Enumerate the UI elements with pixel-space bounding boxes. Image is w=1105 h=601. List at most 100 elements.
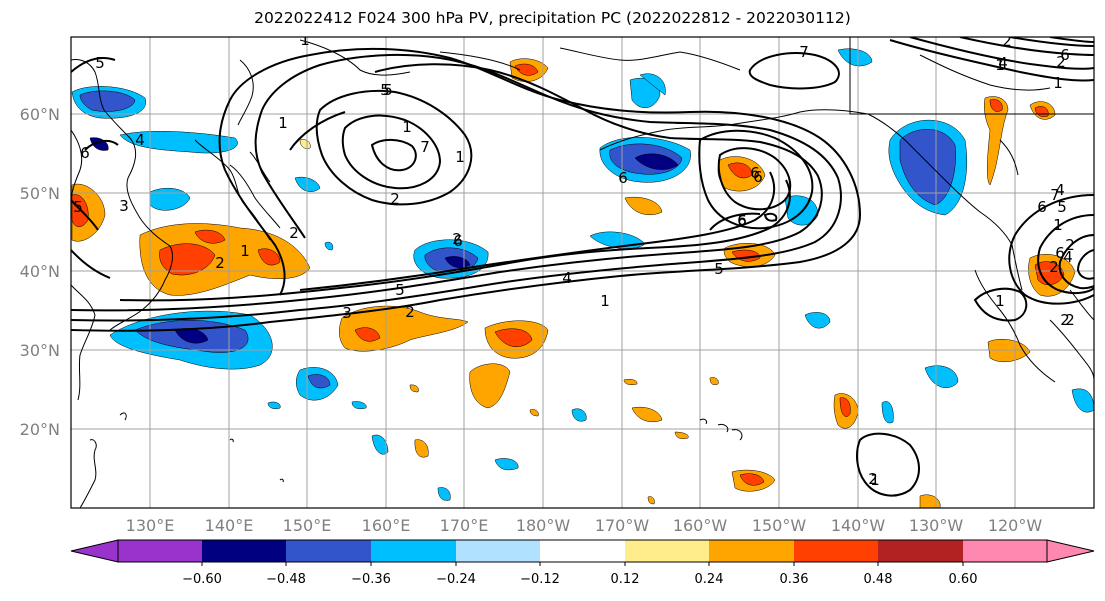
coastline <box>934 169 1013 246</box>
precip-region <box>257 248 281 266</box>
precipitation-fields <box>71 48 1094 508</box>
coastlines <box>71 37 1094 508</box>
pv-contour-label: 1 <box>995 292 1005 310</box>
pv-contour-label: 7 <box>1050 186 1060 204</box>
lon-tick-label: 120°W <box>988 516 1043 535</box>
colorbar-extend-max <box>1046 539 1095 563</box>
pv-contour-label: 6 <box>750 164 760 182</box>
lat-tick-label: 20°N <box>20 420 60 439</box>
pv-contour <box>289 111 346 151</box>
pv-contour-label: 6 <box>753 168 763 186</box>
colorbar-segment <box>456 540 540 562</box>
coastline <box>974 269 1056 383</box>
precip-region <box>647 496 655 505</box>
coastline <box>229 164 281 229</box>
pv-contour <box>748 52 840 90</box>
pv-contour-label: 4 <box>1063 248 1073 266</box>
pv-contour <box>1037 214 1094 295</box>
precip-region <box>514 63 539 76</box>
lon-tick-label: 130°W <box>909 516 964 535</box>
precip-region <box>989 99 1003 112</box>
pv-contour-label: 1 <box>995 56 1005 74</box>
coastline <box>79 439 97 508</box>
precip-region <box>631 406 663 423</box>
pv-contour-label: 1 <box>240 242 250 260</box>
colorbar-tick-label: 0.36 <box>780 572 809 587</box>
coastline <box>299 39 411 76</box>
pv-contour-label: 3 <box>342 304 352 322</box>
pv-contours <box>71 37 1094 497</box>
latitude-labels: 60°N 50°N 40°N 30°N 20°N <box>20 105 60 439</box>
pv-contour-label: 3 <box>119 197 129 215</box>
pv-contour-label: 6 <box>1055 244 1065 262</box>
lon-tick-label: 170°W <box>595 516 650 535</box>
pv-contour <box>856 432 920 497</box>
pv-contour-label: 1 <box>278 114 288 132</box>
precip-region <box>437 487 451 501</box>
pv-contour-label: 6 <box>618 169 628 187</box>
pv-contour <box>218 99 286 296</box>
precip-region <box>739 473 765 486</box>
pv-contour-label: 1 <box>402 118 412 136</box>
pv-contour-label: 4 <box>998 54 1008 72</box>
pv-contour <box>889 39 1094 82</box>
coastline <box>71 59 171 247</box>
pv-contour <box>71 47 862 332</box>
coastline <box>559 47 681 61</box>
precip-region <box>529 409 539 417</box>
lon-tick-label: 170°E <box>440 516 489 535</box>
lon-tick-label: 140°E <box>205 516 254 535</box>
colorbar-tick-label: 0.12 <box>611 572 640 587</box>
lat-tick-label: 30°N <box>20 341 60 360</box>
pv-contour-label: 4 <box>135 131 145 149</box>
colorbar-tick-labels: −0.60 −0.48 −0.36 −0.24 −0.12 0.12 0.24 0.36 0.4… <box>182 562 977 587</box>
colorbar-segment <box>709 540 794 562</box>
coastline <box>867 113 936 171</box>
colorbar-segment <box>794 540 878 562</box>
pv-contour-label: 6 <box>453 232 463 250</box>
pv-contour <box>84 139 119 151</box>
pv-contour-label: 7 <box>420 138 430 156</box>
precip-region <box>629 77 661 108</box>
pv-contour <box>370 138 417 172</box>
pv-contour-label: 2 <box>1065 236 1075 254</box>
precip-region <box>149 187 191 211</box>
precip-region <box>881 401 894 424</box>
coastline <box>119 412 127 421</box>
pv-contour-label: 1 <box>300 31 310 49</box>
lon-tick-label: 160°W <box>673 516 728 535</box>
colorbar-tick-label: 0.24 <box>695 572 724 587</box>
pv-contour <box>959 37 1094 56</box>
pv-contour-label: 5 <box>714 260 724 278</box>
precip-region <box>674 431 689 439</box>
precip-region <box>634 153 679 170</box>
precip-region <box>1071 388 1094 413</box>
pv-contour <box>1058 234 1094 290</box>
precip-region <box>727 162 753 179</box>
coastline <box>849 37 1094 115</box>
coastline <box>919 54 1051 91</box>
pv-contour <box>1049 37 1094 43</box>
pv-contour-label: 6 <box>737 211 747 229</box>
precip-region <box>639 73 666 96</box>
precip-region <box>79 90 136 112</box>
precip-region <box>267 401 281 410</box>
pv-contour <box>71 199 99 231</box>
pv-contour-label: 5 <box>380 81 390 99</box>
precip-region <box>307 374 331 389</box>
colorbar-tick-label: −0.36 <box>351 572 391 587</box>
lat-tick-label: 50°N <box>20 184 60 203</box>
precip-region <box>159 243 216 276</box>
pv-contour-label: 2 <box>289 224 299 242</box>
pv-contour <box>71 53 842 322</box>
colorbar-segment <box>625 540 709 562</box>
lat-tick-label: 40°N <box>20 262 60 281</box>
pv-contour <box>709 212 761 231</box>
colorbar <box>70 539 1095 563</box>
pv-contour-label: 1 <box>1053 216 1063 234</box>
precip-region <box>194 229 226 244</box>
pv-contour-label: 2 <box>868 470 878 488</box>
pv-contour-label: 5 <box>95 54 105 72</box>
pv-contour-label: 6 <box>1037 198 1047 216</box>
